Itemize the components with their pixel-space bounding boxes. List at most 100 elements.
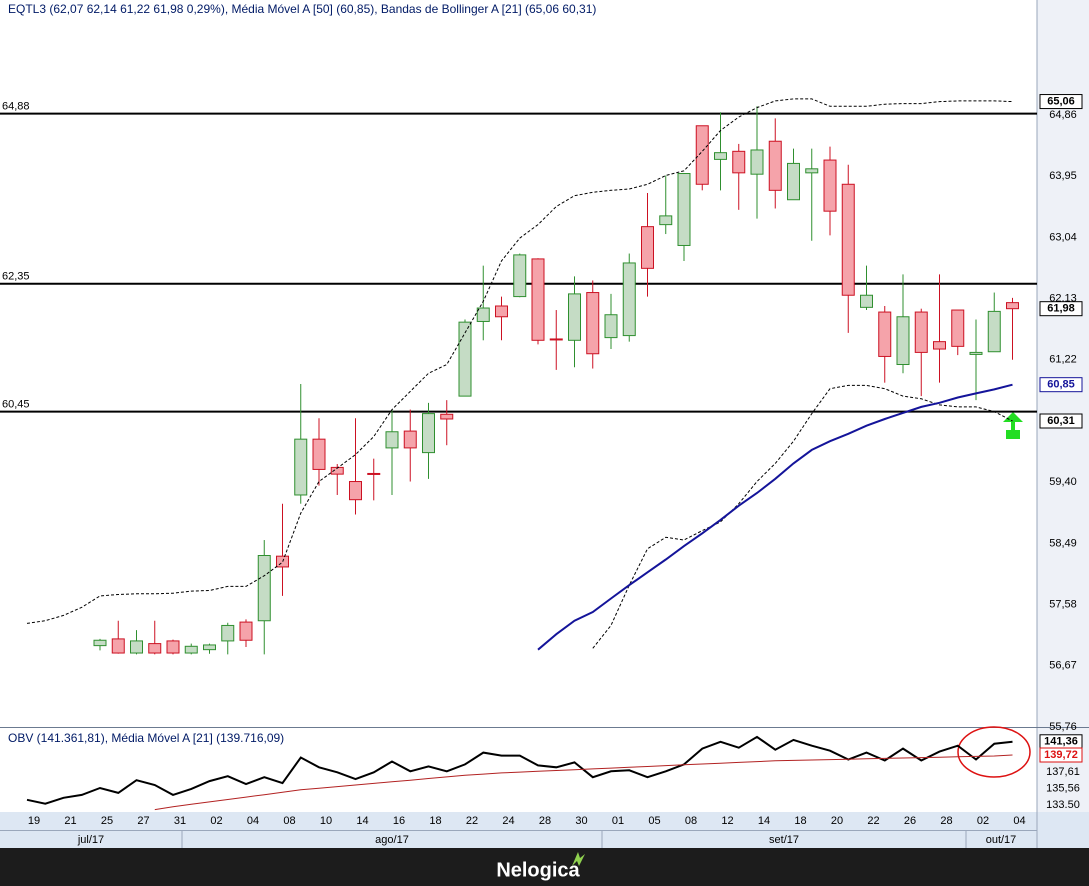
month-label: out/17 <box>986 834 1017 846</box>
x-tick-label: 02 <box>977 815 989 827</box>
value-badge-label: 61,98 <box>1047 303 1075 315</box>
x-tick-label: 10 <box>320 815 332 827</box>
value-badge <box>1039 377 1083 393</box>
horizontal-line-label: 60,45 <box>2 398 30 410</box>
brand-icon <box>572 852 585 866</box>
x-tick-label: 14 <box>758 815 770 827</box>
x-tick-label: 05 <box>648 815 660 827</box>
x-tick-label: 18 <box>429 815 441 827</box>
candle-body <box>239 621 253 641</box>
candle-body <box>987 310 1001 353</box>
candle-body <box>531 258 545 341</box>
value-badge <box>1039 301 1083 317</box>
candle-body <box>495 305 508 318</box>
plot-area <box>26 735 1013 811</box>
y-tick-label: 63,04 <box>1049 231 1077 243</box>
candle-body <box>513 254 527 298</box>
value-badge <box>1039 94 1083 110</box>
candle-body <box>860 294 873 308</box>
candle-body <box>659 215 673 226</box>
candle-body <box>951 309 965 347</box>
value-badge <box>1039 413 1083 429</box>
candle-body <box>458 321 472 397</box>
candle-body <box>403 430 417 449</box>
overlay-line <box>26 98 1013 624</box>
y-tick-label: 56,67 <box>1049 660 1077 672</box>
candle-body <box>184 645 198 654</box>
y-tick-label: 59,40 <box>1049 476 1077 488</box>
candle-body <box>933 341 946 350</box>
x-tick-label: 24 <box>502 815 514 827</box>
candle-body <box>750 149 764 175</box>
value-badge-label: 139,72 <box>1044 749 1078 761</box>
x-tick-label: 22 <box>466 815 478 827</box>
x-tick-label: 31 <box>174 815 186 827</box>
candle-body <box>257 555 271 622</box>
x-tick-label: 22 <box>867 815 879 827</box>
candle-body <box>878 311 892 357</box>
candle-body <box>476 307 490 322</box>
x-tick-label: 19 <box>28 815 40 827</box>
x-tick-label: 16 <box>393 815 405 827</box>
candle-body <box>823 159 837 212</box>
candle-body <box>330 466 344 475</box>
candle-body <box>111 638 125 654</box>
price-axis-bg <box>1037 0 1089 812</box>
candle-body <box>203 644 216 651</box>
horizontal-line-label: 62,35 <box>2 271 30 283</box>
candle-body <box>440 413 454 420</box>
candle-body <box>349 481 362 501</box>
month-label: ago/17 <box>375 834 409 846</box>
value-badge <box>1039 747 1083 763</box>
month-label: jul/17 <box>77 834 104 846</box>
y-tick-label: 64,86 <box>1049 109 1077 121</box>
candle-body <box>841 183 855 296</box>
candle-body <box>732 150 746 174</box>
x-tick-label: 12 <box>721 815 733 827</box>
obv-title: OBV (141.361,81), Média Móvel A [21] (13… <box>8 731 284 745</box>
candle-body <box>969 351 983 355</box>
candle-body <box>367 472 381 475</box>
footer-bar <box>0 848 1089 886</box>
plot-area <box>0 98 1037 655</box>
candle-body <box>586 292 600 355</box>
y-tick-label: 135,56 <box>1046 782 1080 794</box>
x-tick-label: 04 <box>247 815 259 827</box>
horizontal-line-label: 64,88 <box>2 101 30 113</box>
x-tick-label: 01 <box>612 815 624 827</box>
x-tick-label: 27 <box>137 815 149 827</box>
y-tick-label: 61,22 <box>1049 354 1077 366</box>
x-tick-label: 28 <box>940 815 952 827</box>
x-tick-label: 04 <box>1013 815 1025 827</box>
candle-body <box>130 640 143 654</box>
x-tick-label: 14 <box>356 815 368 827</box>
candle-body <box>914 311 928 353</box>
candle-body <box>385 431 399 449</box>
candle-body <box>93 639 107 647</box>
candle-body <box>422 413 435 454</box>
y-tick-label: 63,95 <box>1049 170 1077 182</box>
x-tick-label: 28 <box>539 815 551 827</box>
x-tick-label: 25 <box>101 815 113 827</box>
candle-body <box>787 162 800 201</box>
up-arrow <box>1003 412 1023 439</box>
overlay-line <box>592 384 1013 649</box>
y-tick-label: 55,76 <box>1049 721 1077 733</box>
candle-body <box>549 338 563 341</box>
month-label: set/17 <box>769 834 799 846</box>
candle-body <box>166 640 180 654</box>
candle-body <box>695 125 709 185</box>
x-tick-label: 08 <box>283 815 295 827</box>
candle-body <box>896 316 910 366</box>
candle-body <box>805 168 819 174</box>
chart-title: EQTL3 (62,07 62,14 61,22 61,98 0,29%), M… <box>8 2 596 16</box>
series-line <box>154 754 1013 811</box>
candle-body <box>622 262 636 337</box>
candle-body <box>312 438 326 470</box>
overlay-line <box>537 383 1013 651</box>
candle-body <box>1006 302 1019 310</box>
x-tick-label: 08 <box>685 815 697 827</box>
y-tick-label: 137,61 <box>1046 766 1080 778</box>
y-tick-label: 57,58 <box>1049 599 1077 611</box>
